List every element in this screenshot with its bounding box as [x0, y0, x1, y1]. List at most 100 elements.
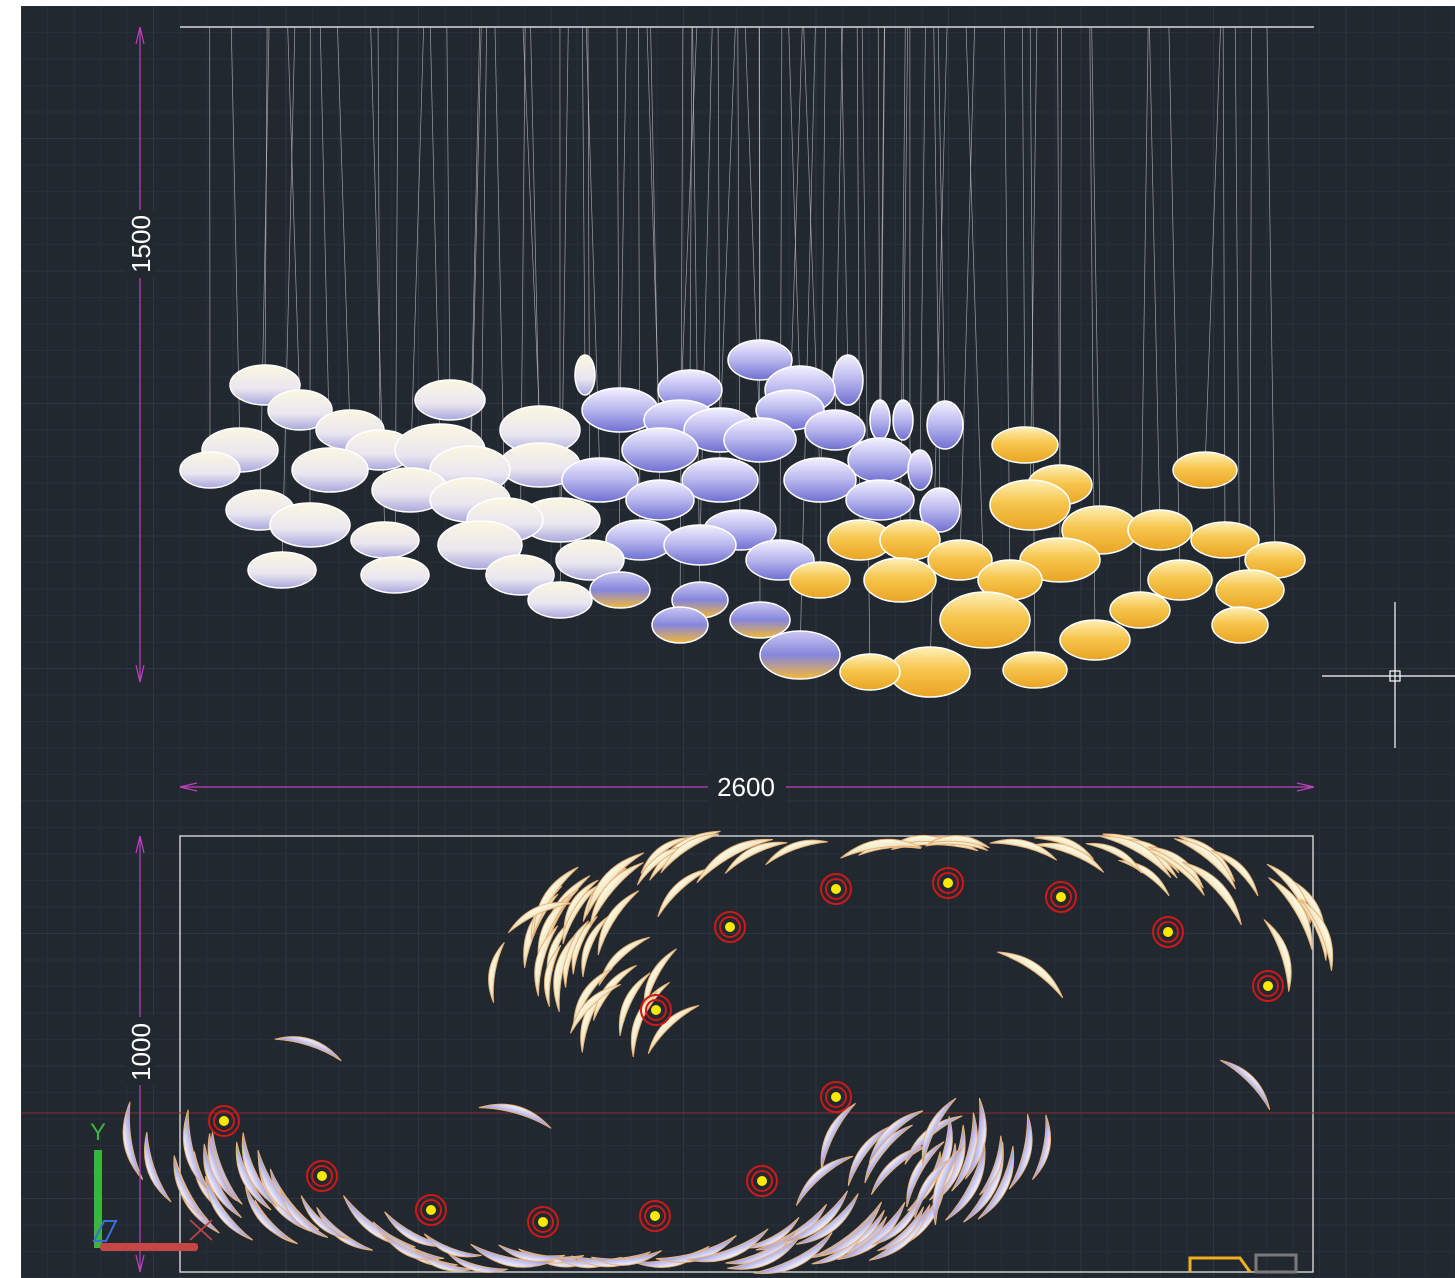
petal: [877, 1206, 925, 1252]
light-point-ring: [640, 994, 672, 1026]
suspension-wire: [789, 26, 803, 411]
petal: [498, 1244, 566, 1262]
petal: [122, 1101, 144, 1181]
suspension-wire: [861, 26, 871, 673]
cad-drawing-canvas[interactable]: 1500 2600 1000 Y: [21, 6, 1455, 1278]
disc: [527, 581, 593, 619]
ucs-icon[interactable]: Y: [90, 1119, 213, 1251]
disc: [845, 479, 915, 521]
disc: [1172, 451, 1238, 489]
disc: [723, 417, 797, 463]
height-dimension: 1500: [126, 26, 156, 683]
suspension-wire: [1139, 26, 1149, 611]
disc: [926, 400, 964, 450]
suspension-wire: [377, 26, 381, 451]
dimension-arrow-icon: [135, 1254, 145, 1273]
suspension-wire: [965, 26, 986, 621]
suspension-wire: [429, 26, 441, 451]
disc: [892, 399, 914, 441]
depth-dimension-label: 1000: [126, 1023, 156, 1081]
petal: [945, 1142, 986, 1221]
light-point-ring: [932, 867, 964, 899]
petal: [1031, 1114, 1052, 1180]
disc: [269, 502, 351, 548]
suspension-wires: [209, 26, 1276, 673]
disc: [729, 601, 791, 639]
light-point-core: [650, 1211, 660, 1221]
suspension-wire: [1021, 26, 1026, 446]
disc: [1002, 651, 1068, 689]
suspension-wire: [959, 26, 975, 561]
petal: [871, 1193, 922, 1246]
petal: [204, 1175, 254, 1241]
width-dimension: 2600: [179, 771, 1315, 803]
suspension-wire: [582, 26, 586, 376]
petal: [1034, 835, 1095, 860]
disc: [561, 457, 639, 503]
petal: [488, 941, 505, 1003]
disc: [1019, 537, 1101, 583]
disc: [919, 487, 961, 533]
dimension-arrow-icon: [135, 26, 145, 45]
suspension-wire: [530, 26, 541, 466]
light-point-ring: [311, 1165, 333, 1187]
suspension-wire: [788, 26, 801, 391]
cad-model-viewport[interactable]: 1500 2600 1000 Y: [21, 6, 1455, 1278]
light-point-ring: [719, 916, 741, 938]
petal: [207, 1133, 237, 1202]
disc: [832, 354, 864, 406]
petal: [1034, 842, 1105, 873]
dimension-arrow-icon: [1296, 782, 1315, 792]
petal: [1008, 1113, 1033, 1190]
petal: [820, 1102, 856, 1171]
petal: [997, 951, 1064, 999]
light-point-ring: [825, 1086, 847, 1108]
disc: [907, 449, 933, 491]
suspension-wire: [689, 26, 693, 391]
petal: [643, 948, 677, 1012]
petal: [591, 1250, 662, 1266]
suspension-wire: [1249, 26, 1252, 591]
disc: [1127, 509, 1193, 551]
depth-dimension: 1000: [126, 835, 156, 1273]
petal: [964, 1097, 987, 1180]
suspension-wire: [1091, 26, 1101, 531]
suspension-wire: [337, 26, 351, 431]
petal: [1085, 842, 1143, 874]
petal: [1181, 861, 1242, 926]
suspension-wire: [1149, 26, 1161, 531]
petal: [182, 1109, 210, 1193]
petal: [837, 1201, 906, 1261]
light-point-ring: [532, 1211, 554, 1233]
light-point-ring: [1050, 886, 1072, 908]
light-point-core: [1163, 927, 1173, 937]
petal: [274, 1036, 342, 1062]
light-point-ring: [714, 911, 746, 943]
petal: [1263, 919, 1292, 992]
petal: [316, 1207, 374, 1251]
navigation-bar-icon[interactable]: [1188, 1253, 1298, 1274]
disc: [789, 561, 851, 599]
petal: [979, 1135, 1004, 1196]
light-point-ring: [306, 1160, 338, 1192]
suspension-wire: [679, 26, 698, 421]
light-point-ring: [1152, 916, 1184, 948]
disc: [1215, 569, 1285, 611]
petal: [765, 839, 828, 866]
petal: [686, 1228, 769, 1263]
petal: [618, 972, 651, 1036]
disc: [247, 551, 317, 589]
disc: [179, 451, 241, 489]
petal: [1268, 877, 1313, 950]
suspension-wire: [699, 26, 713, 546]
disc: [863, 557, 937, 603]
light-point-core: [219, 1116, 229, 1126]
suspension-wire: [1222, 26, 1226, 541]
petal: [928, 835, 990, 849]
suspension-wire: [446, 26, 451, 401]
petal: [1147, 846, 1204, 889]
suspension-wire: [259, 26, 270, 511]
ucs-x-label-icon: [189, 1219, 213, 1241]
suspension-wire: [840, 26, 849, 381]
dimension-text-mask: [708, 771, 786, 803]
